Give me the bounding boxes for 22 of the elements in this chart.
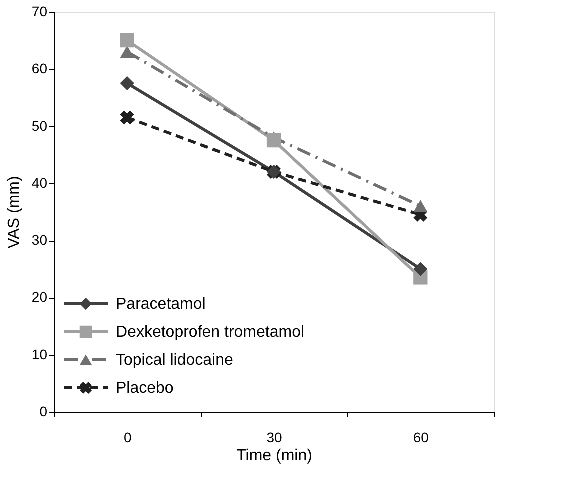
legend-label: Topical lidocaine bbox=[116, 352, 234, 369]
point bbox=[120, 110, 134, 125]
y-tick-label: 70 bbox=[32, 4, 48, 20]
x-axis-title: Time (min) bbox=[236, 448, 312, 464]
y-tick-label: 30 bbox=[32, 232, 48, 248]
point bbox=[414, 262, 428, 276]
x-tick-label: 60 bbox=[413, 430, 430, 446]
y-axis-title: VAS (mm) bbox=[6, 176, 23, 249]
point bbox=[266, 134, 282, 148]
y-tick-label: 0 bbox=[40, 404, 48, 420]
x-tick-label: 0 bbox=[124, 430, 132, 446]
x-tick-label: 30 bbox=[266, 430, 282, 446]
y-tick-label: 50 bbox=[32, 118, 48, 134]
y-tick-label: 40 bbox=[32, 174, 48, 191]
y-tick-label: 60 bbox=[32, 60, 48, 77]
y-tick-label: 10 bbox=[32, 346, 48, 362]
legend-label: Paracetamol bbox=[116, 296, 206, 313]
legend-label: Placebo bbox=[116, 380, 174, 397]
point bbox=[120, 34, 134, 48]
y-tick-label: 20 bbox=[32, 289, 48, 306]
legend-label: Dexketoprofen trometamol bbox=[116, 324, 305, 341]
point bbox=[120, 76, 134, 90]
